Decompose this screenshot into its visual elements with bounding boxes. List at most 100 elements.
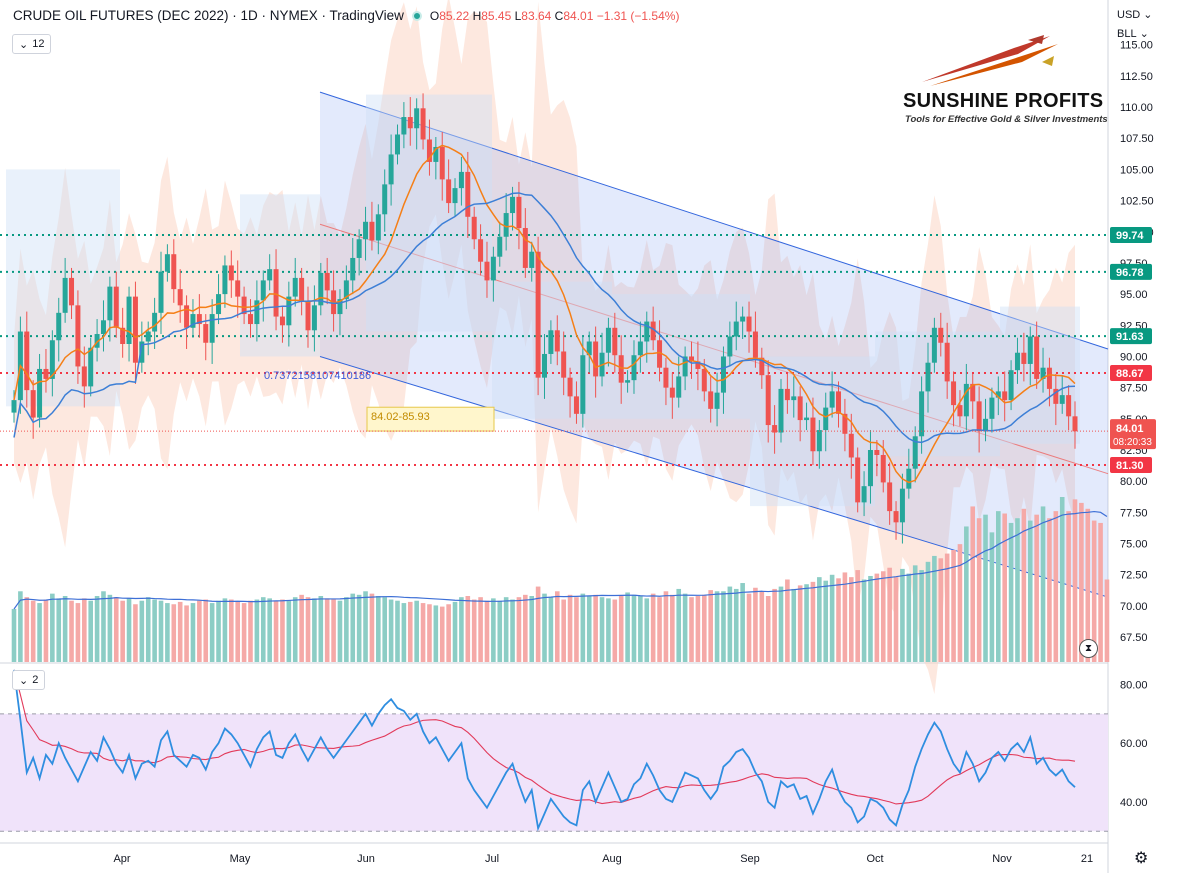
volume-bar: [644, 598, 650, 662]
candle-body: [535, 251, 541, 378]
candle-body: [484, 261, 490, 281]
candle-body: [676, 376, 682, 398]
candle-body: [970, 383, 976, 402]
rsi-tick-label: 40.00: [1120, 797, 1148, 809]
volume-bar: [145, 597, 151, 662]
volume-bar: [516, 597, 522, 662]
volume-bar: [631, 594, 637, 662]
volume-bar: [791, 588, 797, 662]
unit-selector[interactable]: BLL ⌄: [1117, 27, 1149, 41]
candle-body: [791, 396, 797, 401]
volume-bar: [970, 506, 976, 662]
candle-body: [503, 213, 509, 237]
volume-bar: [139, 600, 145, 662]
candle-body: [689, 356, 695, 362]
candle-body: [69, 277, 75, 306]
level-label: 88.67: [1116, 368, 1144, 380]
candle-body: [81, 366, 87, 387]
volume-bar: [113, 597, 119, 662]
volume-bar: [337, 600, 343, 662]
volume-bar: [1091, 520, 1097, 662]
volume-bar: [701, 594, 707, 662]
volume-bar: [324, 598, 330, 662]
volume-bar: [535, 586, 541, 662]
volume-bar: [273, 600, 279, 662]
candle-body: [989, 397, 995, 419]
rsi-tick-label: 60.00: [1120, 738, 1148, 750]
candle-body: [458, 171, 464, 189]
volume-bar: [152, 599, 157, 662]
currency-selector[interactable]: USD ⌄: [1117, 8, 1153, 22]
candle-body: [164, 254, 170, 272]
volume-bar: [1027, 520, 1033, 662]
level-badge: [1110, 365, 1152, 382]
candle-body: [311, 305, 317, 331]
candle-body: [631, 355, 637, 381]
candle-body: [580, 355, 586, 414]
rsi-indicators-toggle[interactable]: ⌄ 2: [12, 670, 46, 690]
volume-bar: [305, 597, 311, 662]
sunshine-profits-logo: SUNSHINE PROFITS Tools for Effective Gol…: [903, 34, 1108, 126]
volume-bar: [1021, 508, 1027, 662]
volume-bar: [75, 603, 81, 662]
volume-bar: [158, 600, 164, 662]
volume-bar: [82, 598, 87, 662]
countdown-label: 08:20:33: [1113, 437, 1152, 448]
volume-bar: [280, 599, 285, 662]
volume-bar: [772, 588, 777, 662]
indicators-toggle[interactable]: ⌄ 12: [12, 34, 52, 54]
volume-bar: [222, 598, 228, 662]
volume-bar: [312, 598, 317, 662]
volume-bar: [235, 601, 241, 662]
candle-body: [184, 305, 190, 328]
long-moving-average: [13, 192, 1076, 444]
volume-bar: [503, 597, 509, 662]
candle-body: [804, 417, 810, 421]
volume-bar: [1002, 513, 1007, 662]
candle-body: [24, 331, 30, 391]
volume-bar: [133, 604, 138, 662]
candle-body: [810, 417, 816, 452]
price-tick-label: 70.00: [1120, 601, 1148, 613]
gear-icon[interactable]: ⚙: [1134, 850, 1149, 867]
candle-body: [196, 314, 202, 325]
candle-body: [452, 188, 458, 204]
price-tick-label: 90.00: [1120, 351, 1148, 363]
candle-body: [318, 272, 324, 306]
hourglass-icon[interactable]: ⧗: [1079, 639, 1098, 658]
candle-body: [612, 327, 618, 356]
last-price-label: 84.01: [1116, 423, 1144, 435]
candle-body: [145, 331, 151, 342]
rsi-line: [13, 669, 1076, 832]
candle-body: [1021, 352, 1027, 364]
candle-body: [369, 221, 375, 241]
price-tick-label: 80.00: [1120, 476, 1148, 488]
volume-bar: [388, 599, 394, 662]
volume-bar: [580, 593, 586, 662]
candle-body: [893, 511, 899, 523]
volume-bar: [599, 597, 605, 662]
candle-body: [465, 171, 471, 217]
volume-bar: [382, 597, 388, 662]
candle-body: [490, 256, 496, 281]
volume-bar: [24, 597, 30, 662]
candle-body: [62, 277, 68, 313]
symbol-title[interactable]: CRUDE OIL FUTURES (DEC 2022) · 1D · NYME…: [13, 8, 404, 23]
close-value: 84.01: [563, 8, 594, 23]
volume-bar: [1066, 511, 1071, 662]
volume-bar: [618, 596, 624, 662]
volume-bar: [785, 579, 790, 662]
volume-bar: [350, 593, 356, 662]
logo-title: SUNSHINE PROFITS: [903, 90, 1104, 112]
candle-body: [644, 321, 650, 342]
candle-body: [1008, 370, 1014, 401]
candle-body: [273, 269, 279, 317]
candle-body: [407, 117, 413, 129]
candle-body: [126, 296, 132, 344]
market-status-icon[interactable]: [411, 10, 422, 21]
chevron-down-icon: ⌄: [1139, 28, 1149, 40]
candle-body: [478, 239, 484, 262]
time-tick-label: Nov: [992, 853, 1012, 865]
candle-body: [855, 457, 861, 503]
